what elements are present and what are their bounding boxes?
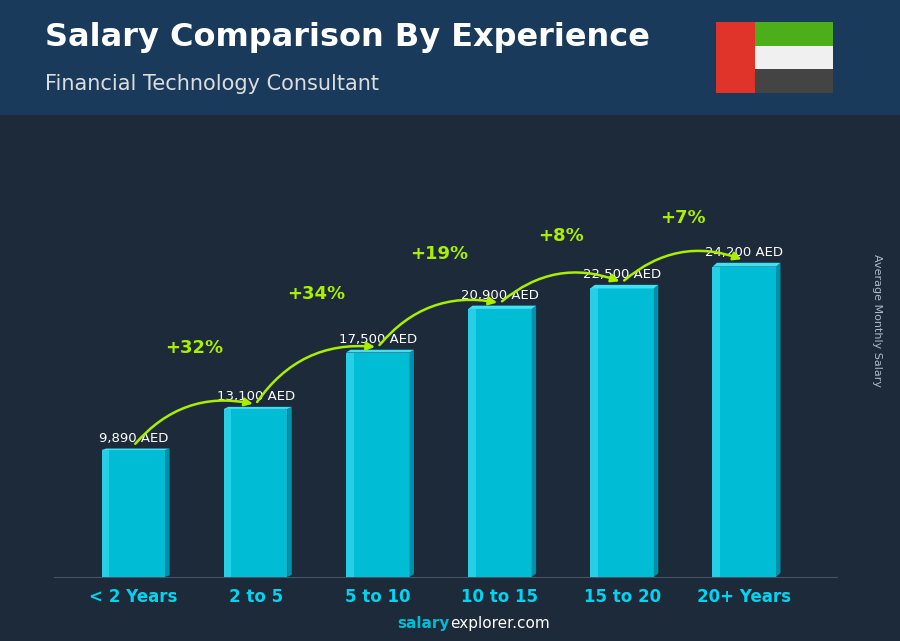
Polygon shape xyxy=(776,263,780,577)
Bar xyxy=(754,46,832,69)
Bar xyxy=(590,288,598,577)
Polygon shape xyxy=(166,449,169,577)
Text: 17,500 AED: 17,500 AED xyxy=(338,333,417,346)
Bar xyxy=(468,309,476,577)
Polygon shape xyxy=(410,350,414,577)
Polygon shape xyxy=(102,449,169,450)
Text: 9,890 AED: 9,890 AED xyxy=(99,431,168,445)
Polygon shape xyxy=(653,285,658,577)
Bar xyxy=(590,288,653,577)
Bar xyxy=(224,409,231,577)
Text: +7%: +7% xyxy=(661,208,706,227)
Bar xyxy=(102,450,109,577)
Polygon shape xyxy=(713,263,780,267)
Text: +32%: +32% xyxy=(166,339,223,357)
Text: 24,200 AED: 24,200 AED xyxy=(706,246,783,259)
Bar xyxy=(224,409,287,577)
Bar xyxy=(102,450,166,577)
Polygon shape xyxy=(224,407,292,409)
Text: 20,900 AED: 20,900 AED xyxy=(461,288,539,302)
Bar xyxy=(716,22,754,93)
Bar xyxy=(468,309,532,577)
Text: +19%: +19% xyxy=(410,244,468,263)
Text: +8%: +8% xyxy=(538,227,584,246)
Text: Financial Technology Consultant: Financial Technology Consultant xyxy=(45,74,379,94)
Bar xyxy=(346,353,410,577)
Text: Average Monthly Salary: Average Monthly Salary xyxy=(872,254,883,387)
Text: Salary Comparison By Experience: Salary Comparison By Experience xyxy=(45,22,650,53)
Text: 22,500 AED: 22,500 AED xyxy=(583,268,662,281)
Text: +34%: +34% xyxy=(288,285,346,303)
Bar xyxy=(346,353,354,577)
Bar xyxy=(713,267,776,577)
Polygon shape xyxy=(346,350,414,353)
Text: 13,100 AED: 13,100 AED xyxy=(217,390,294,403)
Polygon shape xyxy=(468,306,536,309)
Polygon shape xyxy=(590,285,658,288)
Polygon shape xyxy=(287,407,292,577)
Bar xyxy=(754,22,832,46)
Bar xyxy=(754,69,832,93)
Text: salary: salary xyxy=(398,616,450,631)
Bar xyxy=(713,267,720,577)
Polygon shape xyxy=(532,306,536,577)
Text: explorer.com: explorer.com xyxy=(450,616,550,631)
